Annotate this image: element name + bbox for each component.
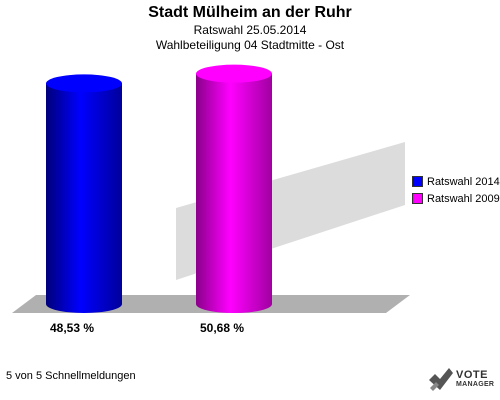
chart-subtitle: Ratswahl 25.05.2014 — [193, 23, 307, 37]
bar-body — [46, 83, 122, 313]
bar-value-label: 48,53 % — [50, 321, 94, 335]
legend-swatch-2014 — [412, 176, 423, 187]
bar-body — [196, 73, 272, 314]
legend-item-2014: Ratswahl 2014 — [412, 174, 500, 189]
legend-item-2009: Ratswahl 2009 — [412, 191, 500, 206]
bar-ratswahl-2014 — [46, 74, 122, 313]
chart-legend: Ratswahl 2014 Ratswahl 2009 — [412, 174, 500, 208]
vote-manager-logo: VOTE MANAGER — [426, 366, 498, 396]
logo-line1: VOTE — [456, 369, 488, 381]
bar-top — [46, 74, 122, 93]
bar-ratswahl-2009 — [196, 64, 272, 314]
bar-top — [196, 64, 272, 83]
checkmark-icon — [429, 368, 453, 391]
chart-title: Stadt Mülheim an der Ruhr — [148, 4, 352, 21]
legend-swatch-2009 — [412, 193, 423, 204]
legend-label-2009: Ratswahl 2009 — [427, 192, 500, 205]
status-text: 5 von 5 Schnellmeldungen — [6, 370, 136, 382]
bar-value-label: 50,68 % — [200, 321, 244, 335]
chart-district: Wahlbeteiligung 04 Stadtmitte - Ost — [155, 38, 345, 52]
logo-line2: MANAGER — [456, 381, 495, 388]
legend-label-2014: Ratswahl 2014 — [427, 175, 500, 188]
